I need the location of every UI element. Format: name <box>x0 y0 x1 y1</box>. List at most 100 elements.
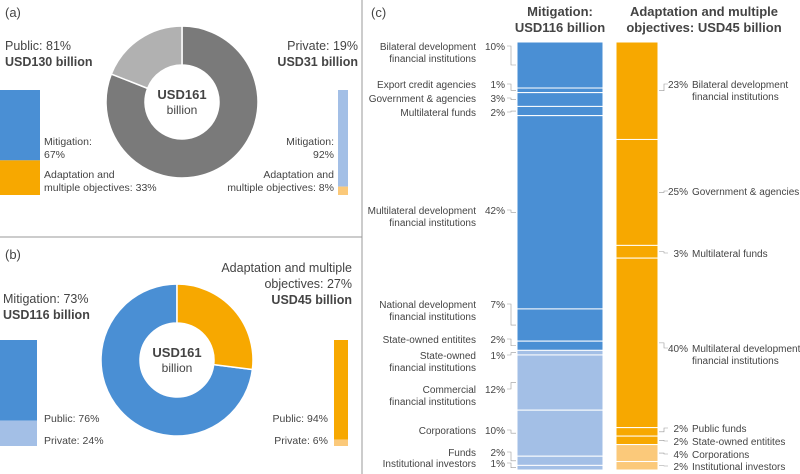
segment-label: financial institutions <box>389 312 476 323</box>
panel-letter: (a) <box>5 5 21 20</box>
slice-amount: USD116 billion <box>3 308 90 322</box>
leader-line <box>507 303 516 326</box>
adaptation-segment <box>615 257 659 429</box>
slice-label: Public: 81% <box>5 39 71 53</box>
segment-label: National development <box>379 300 476 311</box>
leader-line <box>507 110 516 113</box>
slice-label: Adaptation and multiple <box>221 261 352 275</box>
donut-a-slice-private <box>110 25 183 90</box>
leader-line <box>507 352 516 356</box>
breakdown-label: Public: 94% <box>273 413 328 425</box>
breakdown-label: 67% <box>44 149 65 161</box>
segment-percent: 10% <box>485 42 505 53</box>
segment-label: Government & agencies <box>369 94 476 105</box>
segment-label: State-owned <box>420 351 476 362</box>
panel-letter: (c) <box>371 5 386 20</box>
segment-label: Multilateral funds <box>400 108 476 119</box>
center-unit: billion <box>167 103 198 117</box>
leader-line <box>507 83 516 91</box>
segment-label: Public funds <box>692 424 746 435</box>
segment-label: State-owned entitites <box>692 437 785 448</box>
center-value: USD161 <box>157 87 206 102</box>
mitigation-segment <box>516 105 604 117</box>
segment-percent: 2% <box>674 462 689 473</box>
breakdown-label: 92% <box>313 149 334 161</box>
segment-label: financial institutions <box>389 218 476 229</box>
mitigation-segment <box>516 115 604 310</box>
segment-percent: 2% <box>491 108 506 119</box>
segment-percent: 3% <box>674 249 689 260</box>
private-breakdown-bar-segment <box>338 186 348 195</box>
center-unit: billion <box>162 361 193 375</box>
segment-label: Multilateral funds <box>692 249 768 260</box>
segment-percent: 2% <box>674 424 689 435</box>
segment-label: financial institutions <box>389 397 476 408</box>
leader-line <box>659 452 668 455</box>
bar-title: Adaptation and multiple <box>630 4 778 19</box>
segment-label: financial institutions <box>692 356 779 367</box>
leader-line <box>507 45 516 66</box>
leader-line <box>507 338 516 347</box>
adaptation-breakdown-bar-segment <box>334 340 348 440</box>
segment-label: Corporations <box>419 426 476 437</box>
bar-title: Mitigation: <box>527 4 593 19</box>
bar-title: USD116 billion <box>515 20 605 35</box>
segment-percent: 3% <box>491 94 506 105</box>
segment-percent: 2% <box>491 448 506 459</box>
segment-label: Export credit agencies <box>377 80 476 91</box>
public-breakdown-bar-segment <box>0 160 40 195</box>
mitigation-breakdown-bar-segment <box>0 340 37 421</box>
adaptation-segment <box>615 435 659 446</box>
slice-amount: USD31 billion <box>277 55 358 69</box>
segment-percent: 40% <box>668 344 688 355</box>
panel-frames <box>0 0 363 474</box>
adaptation-segment <box>615 244 659 259</box>
segment-label: Multilateral development <box>368 206 477 217</box>
segment-label: State-owned entitites <box>383 335 476 346</box>
slice-amount: USD45 billion <box>271 293 352 307</box>
leader-line <box>507 97 516 100</box>
breakdown-label: Adaptation and <box>44 169 115 181</box>
breakdown-label: Public: 76% <box>44 413 99 425</box>
leader-line <box>659 190 668 193</box>
slice-label: Private: 19% <box>287 39 358 53</box>
mitigation-segment <box>516 92 604 107</box>
segment-percent: 1% <box>491 351 506 362</box>
leader-line <box>507 451 516 462</box>
slice-label: objectives: 27% <box>264 277 352 291</box>
segment-percent: 10% <box>485 426 505 437</box>
segment-label: Institutional investors <box>383 459 476 470</box>
adaptation-breakdown-bar-segment <box>334 439 348 446</box>
leader-line <box>659 251 668 254</box>
segment-label: Bilateral development <box>692 80 788 91</box>
mitigation-segment <box>516 41 604 89</box>
breakdown-label: Private: 6% <box>274 435 328 447</box>
mitigation-segment <box>516 340 604 351</box>
breakdown-label: Private: 24% <box>44 435 104 447</box>
segment-percent: 12% <box>485 385 505 396</box>
segment-label: financial institutions <box>389 54 476 65</box>
donut-a-slice-public <box>105 25 259 179</box>
mitigation-segment <box>516 349 604 356</box>
mitigation-segment <box>516 455 604 466</box>
center-value: USD161 <box>152 345 201 360</box>
mitigation-segment <box>516 464 604 471</box>
breakdown-label: Mitigation: <box>44 136 92 148</box>
segment-label: Multilateral development <box>692 344 800 355</box>
panel-c: (c) Mitigation:USD116 billion Adaptation a… <box>368 4 800 473</box>
adaptation-segment <box>615 461 659 471</box>
segment-label: Bilateral development <box>380 42 476 53</box>
segment-percent: 42% <box>485 206 505 217</box>
bar-title: objectives: USD45 billion <box>626 20 781 35</box>
slice-label: Mitigation: 73% <box>3 292 88 306</box>
adaptation-segment <box>615 138 659 246</box>
breakdown-label: Mitigation: <box>286 136 334 148</box>
leader-line <box>507 382 516 390</box>
adaptation-segment <box>615 427 659 437</box>
slice-amount: USD130 billion <box>5 55 93 69</box>
leader-line <box>507 462 516 468</box>
breakdown-label: multiple objectives: 8% <box>227 182 334 194</box>
leader-line <box>659 342 668 349</box>
breakdown-label: Adaptation and <box>263 169 334 181</box>
